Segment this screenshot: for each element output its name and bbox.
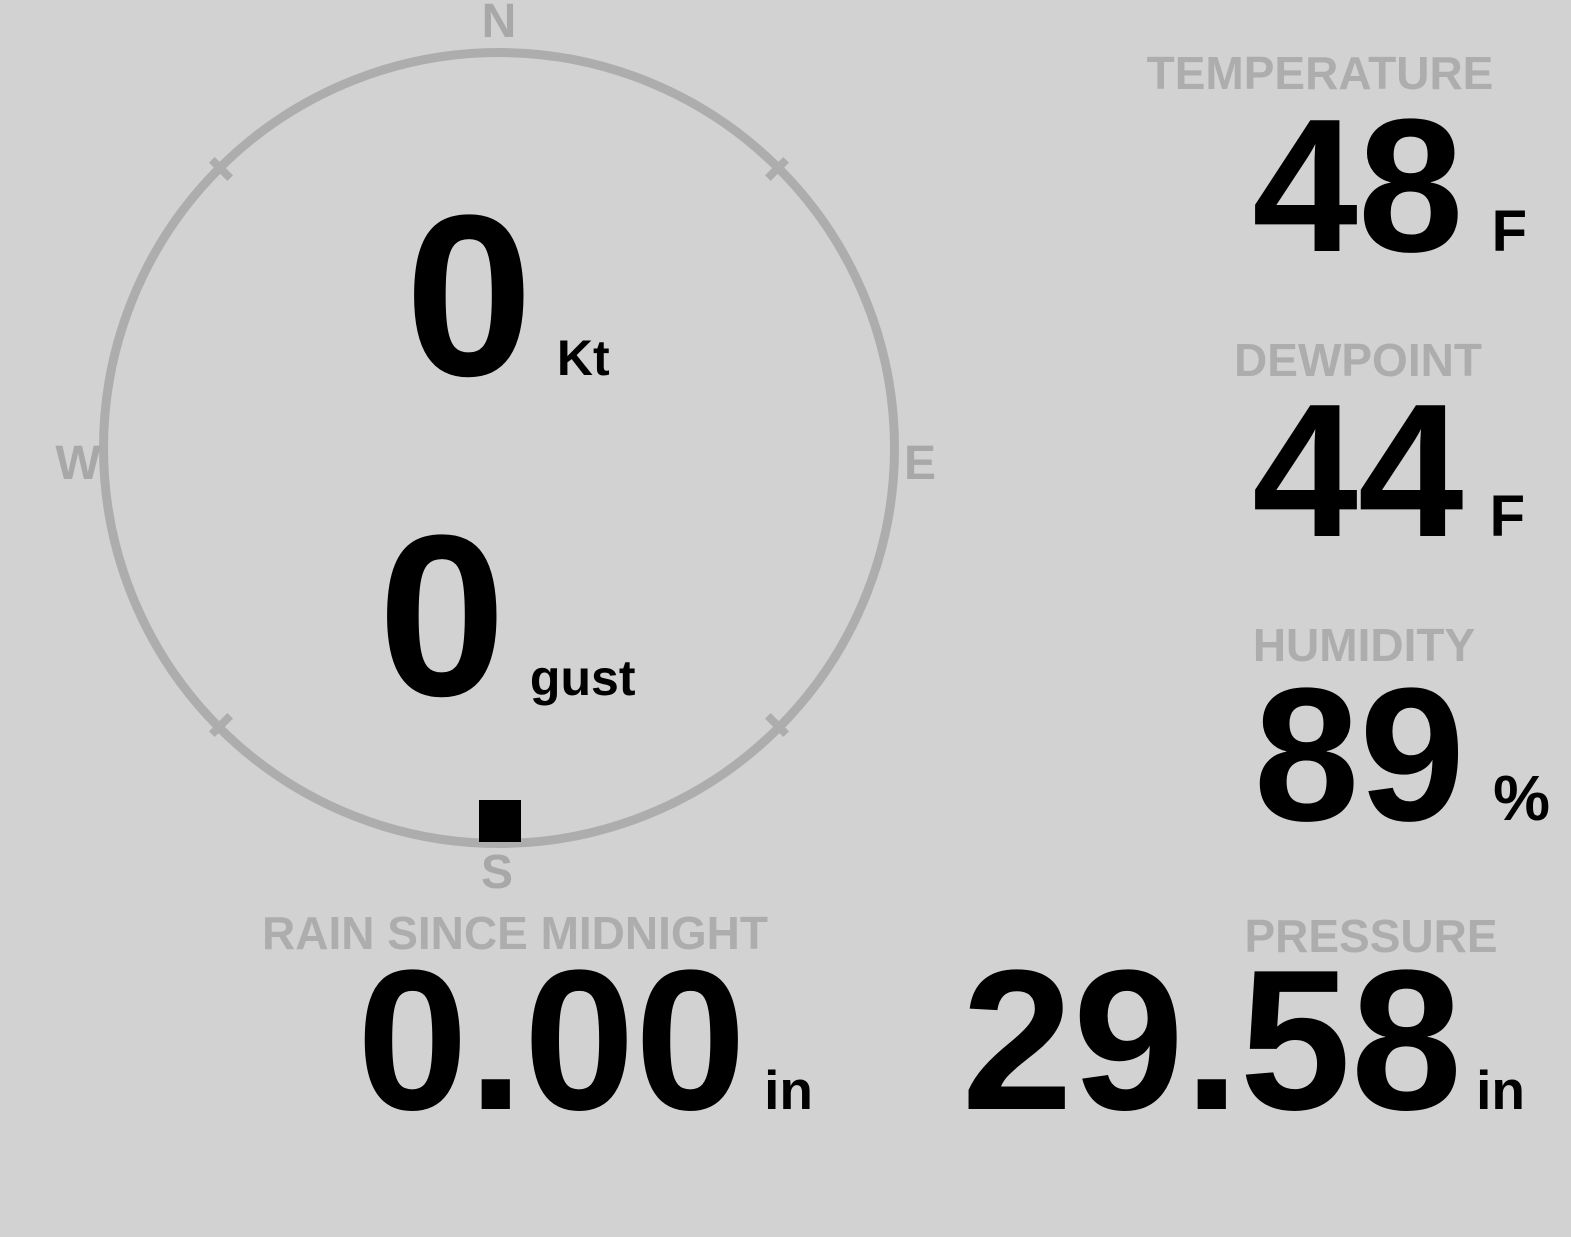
wind-gust-value: 0 bbox=[378, 487, 506, 744]
compass-label-south: S bbox=[480, 846, 513, 899]
pressure-reading: 29.58 in bbox=[962, 941, 1525, 1141]
wind-direction-marker-icon bbox=[479, 800, 521, 842]
temperature-unit: F bbox=[1491, 199, 1527, 264]
pressure-value: 29.58 bbox=[961, 929, 1463, 1152]
humidity-unit: % bbox=[1493, 762, 1550, 834]
wind-speed-value: 0 bbox=[405, 167, 533, 424]
humidity-reading: 89 % bbox=[1254, 660, 1550, 850]
pressure-label: PRESSURE bbox=[1244, 910, 1498, 962]
temperature-label: TEMPERATURE bbox=[1146, 47, 1494, 99]
dewpoint-reading: 44 F bbox=[1252, 376, 1525, 566]
rain-value: 0.00 bbox=[356, 929, 747, 1152]
pressure-unit: in bbox=[1476, 1059, 1525, 1121]
wind-gust-unit: gust bbox=[529, 650, 636, 706]
humidity-value: 89 bbox=[1253, 649, 1466, 861]
humidity-label: HUMIDITY bbox=[1252, 619, 1476, 671]
dewpoint-label: DEWPOINT bbox=[1234, 334, 1482, 386]
temperature-value: 48 bbox=[1252, 80, 1464, 292]
wind-gust-reading: 0 gust bbox=[378, 501, 635, 731]
compass-label-north: N bbox=[481, 0, 517, 48]
compass-circle bbox=[99, 48, 899, 848]
rain-reading: 0.00 in bbox=[357, 941, 813, 1141]
compass-label-west: W bbox=[55, 437, 101, 490]
wind-speed-reading: 0 Kt bbox=[405, 181, 610, 411]
rain-label: RAIN SINCE MIDNIGHT bbox=[262, 907, 768, 959]
wind-speed-unit: Kt bbox=[556, 330, 610, 386]
dewpoint-unit: F bbox=[1489, 484, 1525, 549]
compass-label-east: E bbox=[903, 437, 936, 490]
dewpoint-value: 44 bbox=[1252, 365, 1464, 577]
temperature-reading: 48 F bbox=[1252, 91, 1527, 281]
rain-unit: in bbox=[764, 1059, 813, 1121]
